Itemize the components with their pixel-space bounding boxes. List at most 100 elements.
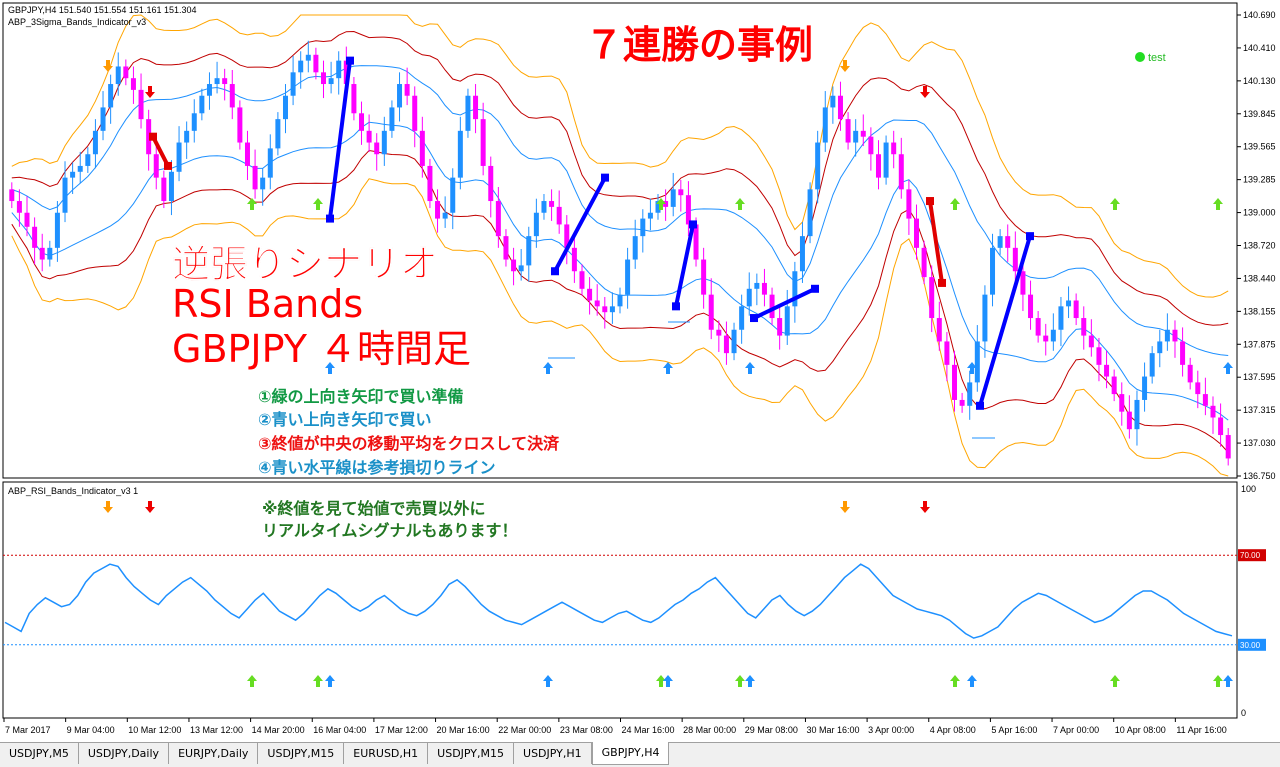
candle: [731, 329, 737, 354]
candle: [602, 306, 608, 313]
candle: [647, 212, 653, 219]
price-tick-label: 139.285: [1243, 175, 1276, 185]
candle: [1119, 394, 1125, 412]
band-line: [11, 14, 1229, 298]
candle: [974, 341, 980, 383]
trade-marker: [672, 302, 680, 311]
candle: [723, 335, 729, 354]
headline: ７連勝の事例: [585, 23, 813, 67]
symbol-tab[interactable]: USDJPY,M15: [258, 743, 345, 764]
candle: [85, 154, 91, 166]
blue-up-arrow-icon: [967, 675, 977, 687]
candle: [1088, 335, 1094, 348]
symbol-tab[interactable]: USDJPY,M15: [428, 743, 515, 764]
candle: [959, 399, 965, 406]
green-up-arrow-icon: [950, 198, 960, 210]
symbol-tab[interactable]: EURUSD,H1: [344, 743, 429, 764]
candle: [176, 142, 182, 172]
candle: [168, 171, 174, 202]
green-up-arrow-icon: [1110, 675, 1120, 687]
trade-lines: [149, 56, 1034, 410]
rsi-level-badge: [1238, 638, 1266, 651]
green-up-arrow-icon: [656, 675, 666, 687]
green-up-arrow-icon: [1110, 198, 1120, 210]
candle: [944, 341, 950, 365]
candle: [1096, 347, 1102, 365]
candle: [9, 189, 15, 202]
rsi-indicator: 70.00 30.00 100 0: [3, 484, 1266, 718]
candle: [837, 95, 843, 120]
price-tick-label: 139.000: [1243, 208, 1276, 218]
scenario-line3: GBPJPY ４時間足: [172, 327, 471, 371]
candle: [488, 165, 494, 202]
time-tick-label: 9 Mar 04:00: [67, 725, 115, 735]
symbol-tab[interactable]: EURJPY,Daily: [169, 743, 259, 764]
candle: [336, 60, 342, 79]
candle: [792, 271, 798, 307]
candle: [290, 72, 296, 96]
candle: [54, 212, 60, 248]
candle: [868, 136, 874, 155]
symbol-tab[interactable]: USDJPY,H1: [514, 743, 592, 764]
candle: [313, 54, 319, 73]
candle: [549, 201, 555, 207]
price-tick-label: 137.030: [1243, 438, 1276, 448]
candle: [100, 107, 106, 131]
blue-up-arrow-icon: [663, 675, 673, 687]
time-tick-label: 20 Mar 16:00: [437, 725, 490, 735]
candle: [1005, 236, 1011, 248]
green-up-arrow-icon: [247, 675, 257, 687]
candle: [822, 107, 828, 143]
band-line: [11, 65, 1229, 356]
candle: [1126, 411, 1132, 430]
candle: [206, 84, 212, 96]
symbol-tab[interactable]: GBPJPY,H4: [591, 742, 670, 765]
candle: [214, 78, 220, 85]
time-tick-label: 22 Mar 00:00: [498, 725, 551, 735]
candle: [898, 154, 904, 190]
candle: [419, 130, 425, 166]
trade-marker: [938, 278, 946, 287]
candle: [693, 224, 699, 260]
price-tick-label: 137.315: [1243, 405, 1276, 415]
price-tick-label: 137.875: [1243, 339, 1276, 349]
candle: [830, 95, 836, 108]
symbol-tab[interactable]: USDJPY,M5: [0, 743, 79, 764]
trade-line: [674, 224, 695, 307]
candle: [799, 236, 805, 272]
blue-up-arrow-icon: [663, 362, 673, 374]
candle: [1195, 382, 1201, 395]
candle: [153, 154, 159, 178]
candle: [427, 165, 433, 202]
candle: [1142, 376, 1148, 400]
symbol-tab[interactable]: USDJPY,Daily: [79, 743, 170, 764]
time-tick-label: 29 Mar 08:00: [745, 725, 798, 735]
price-tick-label: 139.845: [1243, 109, 1276, 119]
candle: [1225, 435, 1231, 459]
candle: [579, 271, 585, 289]
candle: [883, 142, 889, 178]
candle: [587, 288, 593, 301]
candle: [845, 119, 851, 143]
candle: [115, 66, 121, 85]
candle: [260, 177, 266, 190]
orange-down-arrow-icon: [103, 60, 113, 72]
rsi-level-label: 30.00: [1240, 641, 1261, 650]
candle: [16, 201, 22, 213]
trade-marker: [976, 401, 984, 410]
candle: [123, 66, 129, 79]
candle: [997, 236, 1003, 248]
blue-up-arrow-icon: [745, 362, 755, 374]
candle: [1210, 405, 1216, 418]
trade-marker: [551, 267, 559, 276]
price-axis: 140.690 140.410 140.130 139.845 139.565 139.2…: [1237, 10, 1276, 481]
candle: [374, 142, 380, 155]
trade-marker: [164, 161, 172, 170]
trade-marker: [811, 284, 819, 293]
candle: [237, 107, 243, 143]
candle: [906, 189, 912, 219]
candle: [404, 84, 410, 96]
candle: [655, 201, 661, 213]
trade-line: [151, 135, 170, 167]
price-tick-label: 137.595: [1243, 372, 1276, 382]
